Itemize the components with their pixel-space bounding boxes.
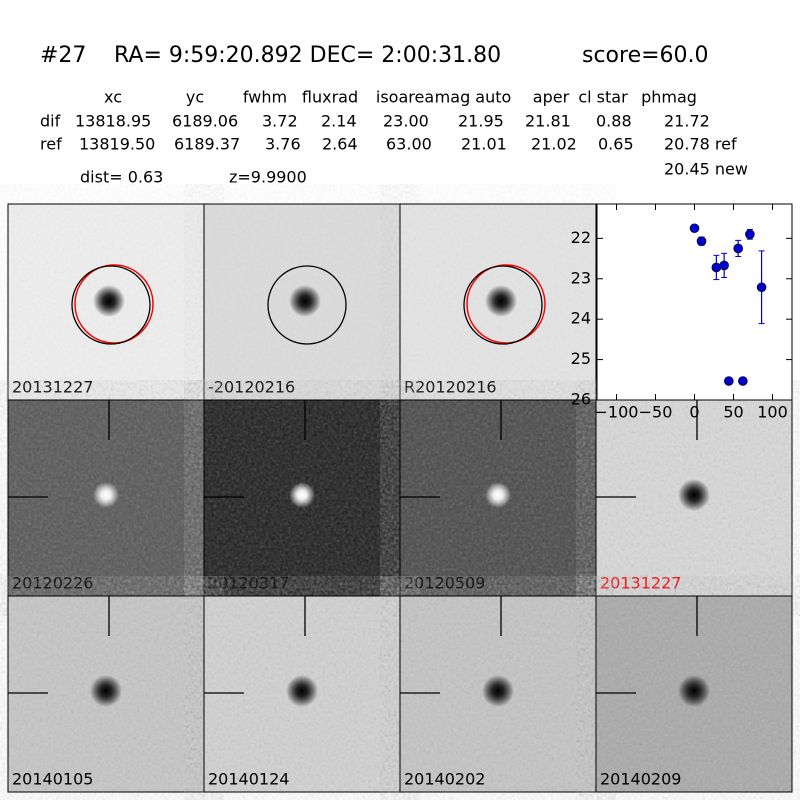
table-cell: 3.76 (265, 135, 301, 154)
data-point (733, 243, 743, 254)
table-cell: 21.81 (525, 112, 571, 131)
new-phmag: 20.45 new (664, 160, 748, 179)
score: score=60.0 (582, 43, 709, 68)
table-cell: 0.65 (598, 135, 634, 154)
row-label: dif (40, 112, 61, 131)
table-cell: 63.00 (386, 135, 432, 154)
row-label: ref (40, 135, 62, 154)
panel-label: -20120216 (208, 378, 295, 397)
aperture (463, 265, 543, 345)
source (678, 479, 710, 511)
source (289, 285, 321, 317)
table-cell: 2.14 (321, 112, 357, 131)
x-tick-label: −50 (639, 403, 673, 422)
column-header: mag auto (435, 88, 512, 107)
y-tick-label: 26 (571, 390, 591, 409)
x-tick-label: 0 (689, 403, 699, 422)
table-cell: 21.95 (458, 112, 504, 131)
data-point (689, 223, 700, 234)
y-tick-label: 25 (571, 349, 591, 368)
dist: dist= 0.63 (80, 168, 163, 187)
x-tick-label: 50 (723, 403, 743, 422)
panel-label: 20120226 (12, 574, 93, 593)
column-header: isoarea (376, 88, 434, 107)
data-point (696, 236, 707, 246)
coordinates: RA= 9:59:20.892 DEC= 2:00:31.80 (114, 43, 501, 68)
table-cell: 21.02 (531, 135, 577, 154)
panel-label: 20140209 (600, 770, 681, 789)
table-cell: 23.00 (383, 112, 429, 131)
panel-label: 20140105 (12, 770, 93, 789)
panel-label: 20140124 (208, 770, 289, 789)
source (289, 482, 315, 508)
panel-label: 20131227 (12, 378, 93, 397)
data-point (756, 282, 767, 293)
source (90, 675, 122, 707)
candidate-id: #27 (40, 43, 86, 68)
column-header: fwhm (243, 88, 287, 107)
plot-area (597, 204, 792, 400)
panel-border (595, 595, 793, 793)
source (678, 675, 710, 707)
panel-label: 20120509 (404, 574, 485, 593)
source (93, 285, 125, 317)
data-point (738, 376, 748, 386)
table-cell: 3.72 (262, 112, 298, 131)
source (482, 675, 514, 707)
table-cell: 20.78 ref (664, 135, 737, 154)
table-cell: 21.72 (664, 112, 710, 131)
data-point (745, 229, 755, 240)
data-point (719, 260, 729, 271)
source (485, 285, 517, 317)
y-tick-label: 23 (571, 268, 591, 287)
column-header: yc (186, 88, 204, 107)
y-tick-label: 22 (571, 228, 591, 247)
source (485, 482, 511, 508)
table-cell: 13818.95 (75, 112, 151, 131)
data-point (724, 376, 734, 386)
x-tick-label: 100 (757, 403, 788, 422)
column-header: fluxrad (302, 88, 358, 107)
source (286, 675, 318, 707)
table-cell: 2.64 (322, 135, 358, 154)
aperture-red (74, 264, 154, 344)
column-header: cl star (578, 88, 628, 107)
aperture (267, 265, 347, 345)
panel-label: R20120216 (404, 378, 497, 397)
aperture-red (466, 264, 546, 344)
table-cell: 0.88 (596, 112, 632, 131)
aperture (71, 265, 151, 345)
redshift: z=9.9900 (229, 168, 307, 187)
column-header: aper (533, 88, 570, 107)
plot-frame (596, 203, 793, 401)
y-tick-label: 24 (571, 309, 591, 328)
panel-label: 20120317 (208, 574, 289, 593)
source (93, 482, 119, 508)
table-cell: 13819.50 (79, 135, 155, 154)
column-header: xc (104, 88, 122, 107)
column-header: phmag (641, 88, 697, 107)
panel-label: 20140202 (404, 770, 485, 789)
table-cell: 21.01 (461, 135, 507, 154)
panel-label: 20131227 (600, 574, 681, 593)
table-cell: 6189.37 (174, 135, 240, 154)
table-cell: 6189.06 (172, 112, 238, 131)
x-tick-label: −100 (595, 403, 639, 422)
